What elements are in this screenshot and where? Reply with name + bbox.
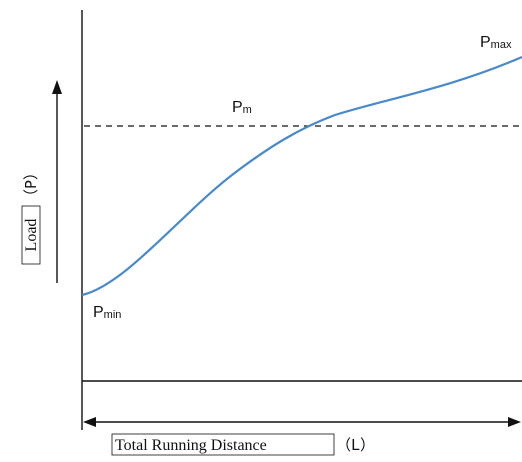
distance-arrow [83,417,521,427]
p-max-label: Pmax [480,34,512,51]
y-axis-word: Load [23,219,40,252]
load-curve [81,55,522,297]
p-m-label: Pm [232,99,252,116]
x-axis-word: Total Running Distance [115,437,267,454]
x-axis-word-box [111,433,335,456]
p-min-label: Pmin [93,304,121,321]
load-arrow [52,80,62,283]
y-axis-symbol: （P） [22,165,40,204]
x-axis-label: Total Running Distance （L） [111,433,375,456]
y-axis-label: Load （P） [21,165,41,265]
x-axis-symbol: （L） [336,436,375,454]
y-axis-word-box [21,205,41,265]
